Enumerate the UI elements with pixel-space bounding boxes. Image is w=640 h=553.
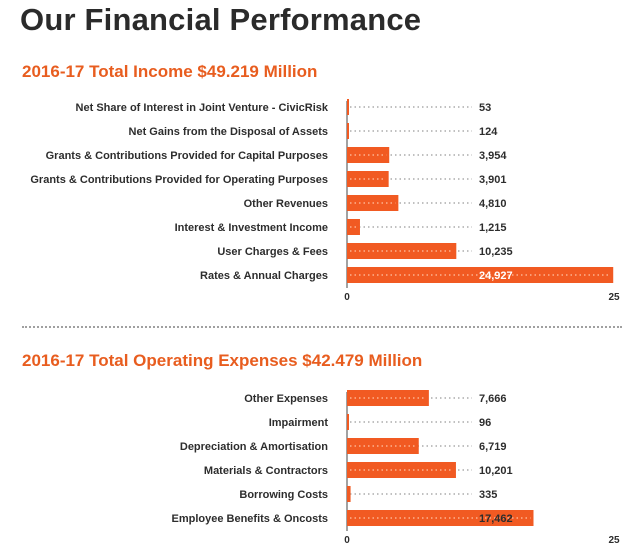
income-bar-chart: Net Share of Interest in Joint Venture -… (30, 99, 620, 303)
income-bar (347, 243, 457, 259)
page-title: Our Financial Performance (20, 2, 422, 37)
expenses-chart-title: 2016-17 Total Operating Expenses $42.479… (22, 351, 423, 370)
income-category-label: Net Gains from the Disposal of Assets (129, 126, 328, 138)
expenses-tick-label: 25 (608, 535, 620, 546)
expenses-value-label: 10,201 (479, 465, 513, 477)
income-bar (347, 267, 614, 283)
income-category-label: Net Share of Interest in Joint Venture -… (76, 102, 329, 114)
expenses-value-label: 96 (479, 417, 491, 429)
income-value-label: 3,954 (479, 150, 507, 162)
expenses-bar (347, 486, 351, 502)
income-value-label: 24,927 (479, 270, 513, 282)
expenses-bar (347, 414, 349, 430)
expenses-category-label: Depreciation & Amortisation (180, 441, 328, 453)
income-bar (347, 219, 360, 235)
income-value-label: 53 (479, 102, 491, 114)
income-value-label: 10,235 (479, 246, 513, 258)
expenses-value-label: 6,719 (479, 441, 507, 453)
income-tick-label: 0 (344, 292, 350, 303)
income-category-label: User Charges & Fees (217, 246, 328, 258)
section-divider (22, 326, 622, 328)
income-category-label: Grants & Contributions Provided for Capi… (46, 150, 328, 162)
income-category-label: Rates & Annual Charges (200, 270, 328, 282)
expenses-category-label: Employee Benefits & Oncosts (172, 513, 329, 525)
income-value-label: 3,901 (479, 174, 507, 186)
income-bar (347, 123, 349, 139)
expenses-value-label: 7,666 (479, 393, 507, 405)
income-bar (347, 171, 389, 187)
expenses-value-label: 335 (479, 489, 497, 501)
income-value-label: 4,810 (479, 198, 507, 210)
income-category-label: Other Revenues (244, 198, 328, 210)
expenses-category-label: Other Expenses (244, 393, 328, 405)
expenses-bar (347, 390, 429, 406)
income-category-label: Grants & Contributions Provided for Oper… (30, 174, 328, 186)
income-chart-title: 2016-17 Total Income $49.219 Million (22, 62, 318, 81)
expenses-category-label: Borrowing Costs (239, 489, 328, 501)
expenses-value-label: 17,462 (479, 513, 513, 525)
expenses-category-label: Impairment (269, 417, 329, 429)
expenses-bar (347, 462, 456, 478)
expenses-tick-label: 0 (344, 535, 350, 546)
income-tick-label: 25 (608, 292, 620, 303)
income-category-label: Interest & Investment Income (175, 222, 328, 234)
income-value-label: 124 (479, 126, 498, 138)
income-value-label: 1,215 (479, 222, 507, 234)
expenses-category-label: Materials & Contractors (204, 465, 328, 477)
income-bar (347, 99, 349, 115)
